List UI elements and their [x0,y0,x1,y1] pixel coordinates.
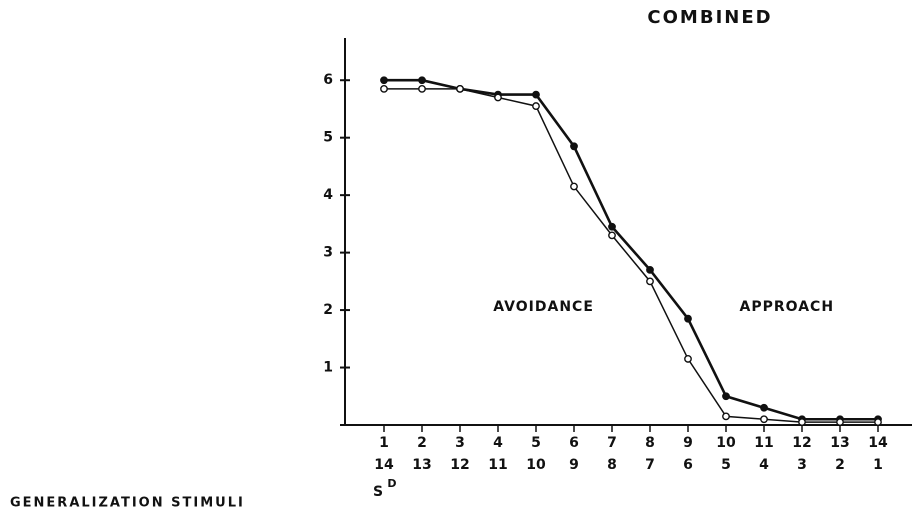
x-tick-label: 7 [607,435,617,451]
x-tick-label-2: 1 [873,457,883,473]
point [722,392,730,401]
y-tick-label: 6 [323,72,333,88]
annotation: AVOIDANCE [493,299,594,315]
x-tick-label-2: 6 [683,457,693,473]
point [684,355,692,363]
y-tick-label: 1 [323,360,333,376]
x-tick-label: 13 [830,435,849,451]
x-tick-label-2: 4 [759,457,769,473]
point [874,418,882,427]
sd-label: S [373,484,383,500]
x-tick-label: 4 [493,435,503,451]
point [646,277,654,286]
x-tick-label: 5 [531,435,541,451]
x-tick-label-2: 3 [797,457,807,473]
x-tick-label-2: 8 [607,457,617,473]
x-tick-label-2: 11 [488,457,507,473]
series-line [384,88,878,423]
point [608,222,616,231]
x-tick-label: 2 [417,435,427,451]
y-tick-label: 5 [323,130,333,146]
point [608,231,616,240]
chart-title: COMBINED [647,7,772,28]
x-tick-label-2: 7 [645,457,655,473]
y-tick-label: 4 [323,187,333,203]
point [570,182,578,191]
x-tick-label-2: 9 [569,457,579,473]
x-axis-label: GENERALIZATION STIMULI [10,496,245,511]
point [684,314,692,323]
point [760,415,768,424]
x-tick-label: 1 [379,435,389,451]
point [532,102,540,110]
point [418,76,426,85]
y-tick-label: 3 [323,245,333,261]
x-tick-label: 8 [645,435,655,451]
x-tick-label: 12 [792,435,811,451]
x-tick-label: 6 [569,435,579,451]
x-tick-label: 10 [716,435,736,451]
point [380,84,388,93]
x-tick-label-2: 2 [835,457,845,473]
point [570,142,578,151]
point [798,418,806,427]
x-tick-label: 9 [683,435,693,451]
x-tick-label-2: 5 [721,457,731,473]
point [380,76,388,85]
x-tick-label: 11 [754,435,773,451]
y-tick-label: 2 [323,302,333,318]
point [646,265,654,274]
sd-label-sup: D [387,477,396,490]
point [760,403,768,412]
x-tick-label: 3 [455,435,465,451]
x-tick-label-2: 10 [526,457,546,473]
x-tick-label-2: 13 [412,457,431,473]
x-tick-label-2: 12 [450,457,469,473]
point [494,93,502,102]
point [532,90,540,99]
x-tick-label: 14 [868,435,888,451]
point [722,412,730,421]
point [456,84,464,93]
x-tick-label-2: 14 [374,457,394,473]
annotation: APPROACH [740,299,835,315]
series-line [384,78,878,421]
point [836,418,844,427]
point [418,84,426,93]
